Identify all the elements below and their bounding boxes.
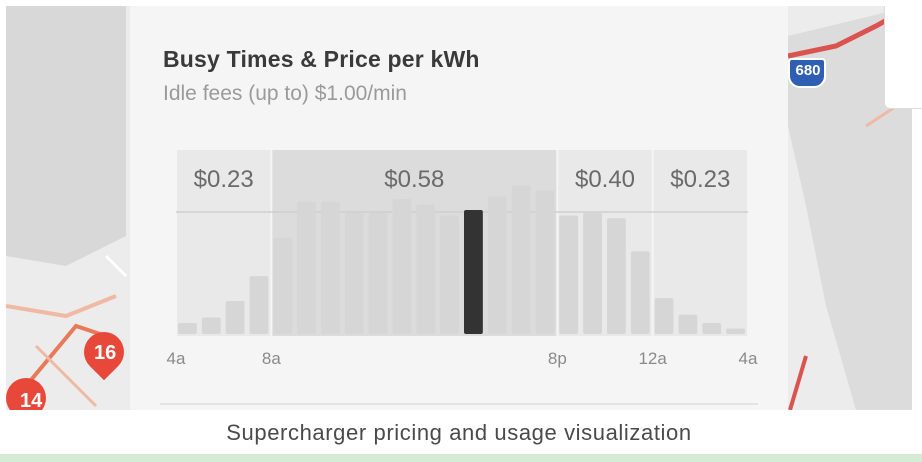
busy-times-panel: Busy Times & Price per kWh Idle fees (up… [130,6,788,410]
busyness-bar [535,190,555,334]
interstate-shield-label: 680 [795,62,821,79]
busyness-bar [702,322,722,334]
x-tick-label: 12a [638,349,667,368]
interstate-shield-icon [788,58,826,88]
price-band-label: $0.23 [194,166,254,193]
busyness-bar [440,215,459,334]
busyness-bar [607,218,626,334]
x-tick-label: 8a [262,349,281,368]
busyness-bar [344,212,364,334]
busy-times-chart: $0.23 $0.58 $0.40 $0.23 4a 8a 8p 12a 4a [160,150,758,405]
idle-fee-subtitle: Idle fees (up to) $1.00/min [163,82,407,105]
busyness-bar [249,276,269,334]
map-pin-label: 14 [20,390,43,410]
caption-area: Supercharger pricing and usage visualiza… [6,410,912,454]
x-tick-label: 8p [548,349,567,368]
map-pin-label: 16 [94,342,117,364]
busyness-bar [630,251,650,334]
busyness-bar [201,317,221,334]
current-hour-bar [464,210,483,334]
busyness-bar [726,328,745,334]
busyness-bar [321,201,340,334]
busyness-bar [297,201,316,334]
busyness-bar [368,212,388,334]
busyness-bar [583,212,602,334]
panel-title: Busy Times & Price per kWh [163,46,480,72]
busyness-bar [416,204,436,334]
caption-text: Supercharger pricing and usage visualiza… [226,420,692,445]
map-roads [6,6,912,410]
busyness-bar [225,300,245,334]
x-tick-label: 4a [167,349,186,368]
busyness-bar [178,322,197,334]
busyness-bar [392,199,412,334]
busyness-bar [511,185,531,334]
map-control-card[interactable] [884,6,922,109]
bottom-strip [0,454,922,462]
price-band-label: $0.40 [575,166,635,193]
busyness-bar [559,215,579,334]
price-band-label: $0.58 [384,166,444,193]
price-band [272,150,557,336]
busyness-bar [273,237,293,334]
price-band-label: $0.23 [670,166,730,193]
busyness-bar [654,298,674,334]
x-tick-label: 4a [739,349,758,368]
busyness-bar [678,314,698,334]
busyness-bar [487,196,507,334]
